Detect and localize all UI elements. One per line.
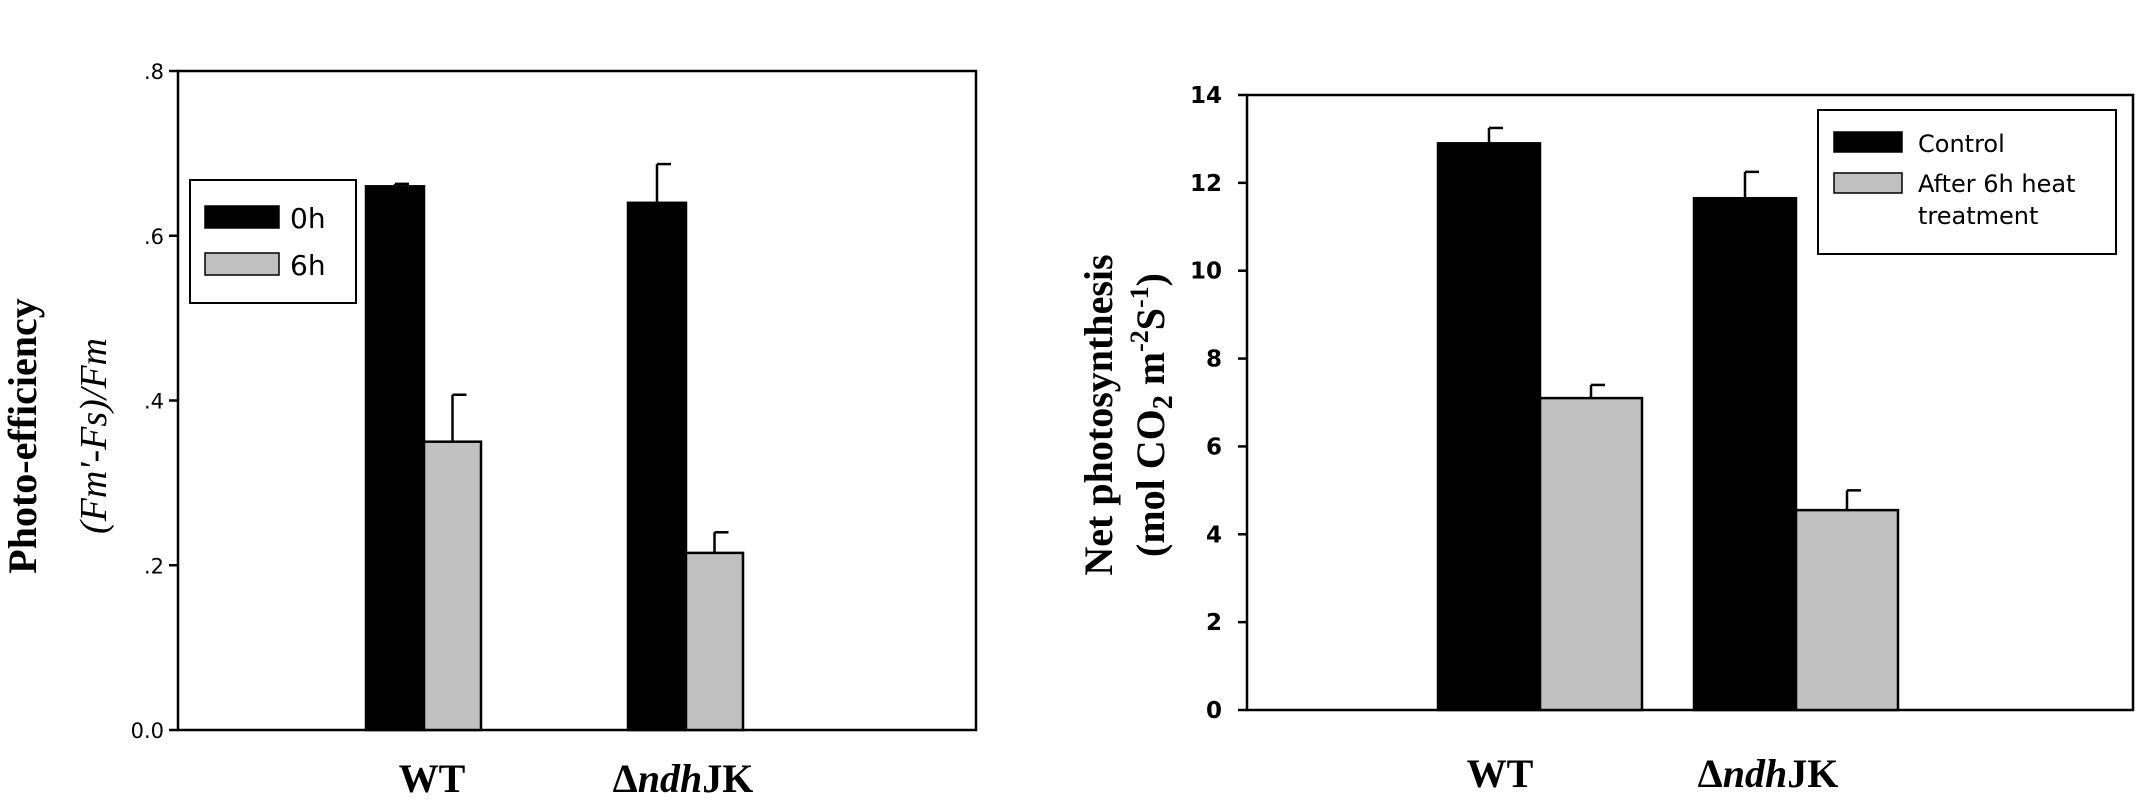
right-y-tick-label: 4	[1206, 522, 1222, 548]
right-y-tick-label: 8	[1206, 347, 1222, 373]
right-bars	[1436, 126, 1900, 712]
left-y-ticks: 0.0 .2 .4 .6 .8	[131, 60, 178, 743]
left-legend-swatch-0h	[204, 205, 280, 229]
right-category-label-ndhjk: ΔndhJK	[1698, 751, 1839, 796]
right-y-tick-label: 0	[1206, 698, 1222, 724]
right-y-tick-label: 10	[1190, 259, 1222, 285]
left-bar-series2	[422, 440, 483, 732]
left-y-tick-label: .4	[144, 390, 164, 414]
right-legend-swatch-heat	[1833, 172, 1903, 194]
right-legend-label-heat: After 6h heat	[1918, 170, 2075, 198]
right-category-label-wt: WT	[1467, 751, 1534, 796]
right-y-axis-label: Net photosynthesis	[1076, 254, 1121, 575]
left-bar-series1	[364, 185, 426, 732]
left-legend-swatch-6h	[204, 252, 280, 276]
left-bar-series1	[626, 201, 688, 732]
left-legend-label-0h: 0h	[290, 202, 326, 235]
left-category-label-wt: WT	[399, 756, 466, 801]
right-bar-series1	[1692, 196, 1798, 712]
right-chart: 0 2 4 6 8 10 12 14 Control After 6h heat treatm…	[1076, 83, 2135, 796]
right-y-tick-label: 2	[1206, 610, 1222, 636]
left-legend-box	[189, 179, 357, 304]
right-legend-label-heat-line2: treatment	[1918, 202, 2038, 230]
right-bar-series2	[1794, 508, 1900, 712]
right-bar-series1	[1436, 142, 1542, 712]
left-y-axis-sublabel: (Fm'-Fs)/Fm	[73, 338, 115, 534]
left-y-axis-label: Photo-efficiency	[0, 298, 45, 573]
right-legend-label-control: Control	[1918, 130, 2005, 158]
left-chart: 0.0 .2 .4 .6 .8 0h 6h WT ΔndhJK Photo-effici…	[0, 60, 978, 801]
left-bars	[364, 162, 745, 732]
left-legend: 0h 6h	[189, 179, 357, 304]
right-plot-frame	[1245, 93, 2135, 712]
left-y-tick-label: .8	[144, 60, 164, 84]
left-category-label-ndhjk: ΔndhJK	[613, 756, 754, 801]
left-y-tick-label: .2	[144, 554, 164, 578]
left-plot-frame	[176, 69, 978, 732]
left-y-tick-label: 0.0	[131, 719, 164, 743]
right-y-tick-label: 12	[1190, 171, 1222, 197]
right-y-tick-label: 6	[1206, 434, 1222, 460]
left-y-tick-label: .6	[144, 225, 164, 249]
right-y-tick-label: 14	[1190, 83, 1222, 109]
right-legend-swatch-control	[1833, 131, 1903, 153]
left-bar-series2	[684, 551, 745, 732]
right-y-axis-unit-label: (mol CO2 m-2S-1)	[1125, 273, 1179, 557]
right-legend: Control After 6h heat treatment	[1817, 109, 2117, 255]
left-legend-label-6h: 6h	[290, 249, 326, 282]
right-bar-series2	[1538, 396, 1644, 712]
right-y-ticks: 0 2 4 6 8 10 12 14	[1190, 83, 1247, 724]
